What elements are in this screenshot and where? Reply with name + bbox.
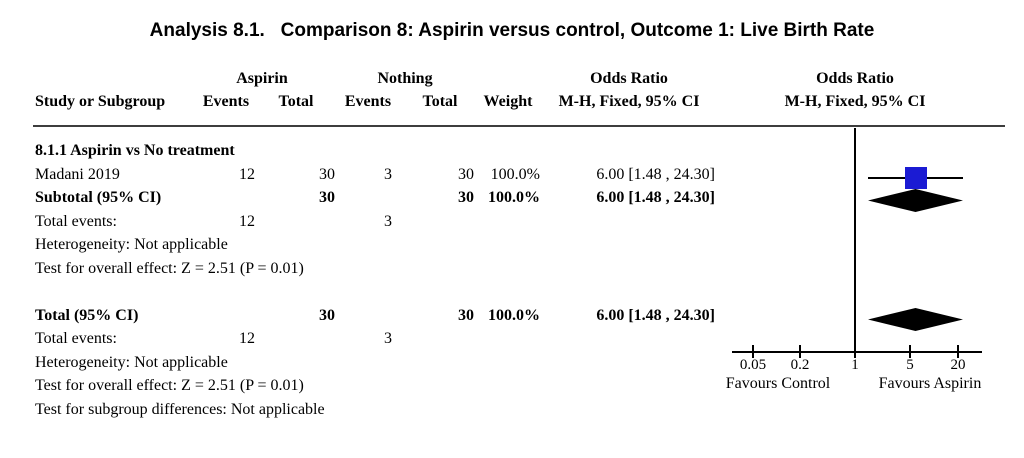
x-axis-tick-label: 1 xyxy=(851,357,859,373)
total-total-aspirin: 30 xyxy=(319,306,335,324)
group-header-aspirin: Aspirin xyxy=(236,70,288,87)
column-header-study: Study or Subgroup xyxy=(35,93,166,110)
x-axis-tick-label: 20 xyxy=(950,357,966,373)
total-events-nothing: 3 xyxy=(384,212,392,230)
subtotal-weight: 100.0% xyxy=(488,189,540,206)
total-events-label: Total events: xyxy=(35,330,117,347)
study-events-aspirin: 12 xyxy=(239,165,255,183)
study-name: Madani 2019 xyxy=(35,165,120,183)
heterogeneity-text: Heterogeneity: Not applicable xyxy=(35,353,228,371)
x-axis-tick xyxy=(854,345,856,358)
total-total-nothing: 30 xyxy=(458,306,474,324)
total-events-label: Total events: xyxy=(35,212,117,230)
group-header-nothing: Nothing xyxy=(377,70,433,87)
total-heterogeneity-row: Heterogeneity: Not applicable xyxy=(0,351,1024,375)
subtotal-label: Subtotal (95% CI) xyxy=(35,189,162,206)
total-events-aspirin: 12 xyxy=(239,330,255,347)
favours-control-label: Favours Control xyxy=(725,375,831,392)
column-header-mh-fixed-ci-plot: M-H, Fixed, 95% CI xyxy=(784,93,926,110)
favours-aspirin-label: Favours Aspirin xyxy=(878,375,982,392)
madani-point-estimate-marker xyxy=(905,167,927,189)
subtotal-row: Subtotal (95% CI) 30 30 100.0% 6.00 [1.4… xyxy=(0,186,1024,210)
x-axis-tick xyxy=(799,345,801,358)
total-label: Total (95% CI) xyxy=(35,306,139,324)
column-header-events-aspirin: Events xyxy=(202,93,250,110)
x-axis-tick-label: 5 xyxy=(906,357,914,373)
x-axis-tick-label: 0.2 xyxy=(790,357,810,373)
x-axis-tick xyxy=(909,345,911,358)
study-row-madani-2019: Madani 2019 12 30 3 30 100.0% 6.00 [1.48… xyxy=(0,163,1024,187)
figure-title: Analysis 8.1. Comparison 8: Aspirin vers… xyxy=(149,20,875,41)
table-body: 8.1.1 Aspirin vs No treatment Madani 201… xyxy=(0,139,1024,421)
subtotal-total-nothing: 30 xyxy=(458,189,474,206)
study-weight: 100.0% xyxy=(490,165,540,183)
x-axis-tick xyxy=(752,345,754,358)
subgroup-total-events-row: Total events: 12 3 xyxy=(0,210,1024,234)
heterogeneity-text: Heterogeneity: Not applicable xyxy=(35,236,228,253)
odds-ratio-text-header: Odds Ratio xyxy=(590,70,668,87)
overall-effect-text: Test for overall effect: Z = 2.51 (P = 0… xyxy=(35,259,304,277)
study-total-aspirin: 30 xyxy=(319,165,335,183)
total-overall-effect-row: Test for overall effect: Z = 2.51 (P = 0… xyxy=(0,374,1024,398)
x-axis-tick-label: 0.05 xyxy=(739,357,767,373)
subtotal-diamond xyxy=(868,189,963,212)
subgroup-heterogeneity-row: Heterogeneity: Not applicable xyxy=(0,233,1024,257)
column-header-events-nothing: Events xyxy=(344,93,392,110)
column-header-total-aspirin: Total xyxy=(278,93,314,110)
study-events-nothing: 3 xyxy=(384,165,392,183)
line-of-no-effect xyxy=(854,128,856,352)
subgroup-differences-text: Test for subgroup differences: Not appli… xyxy=(35,400,325,418)
subgroup-differences-row: Test for subgroup differences: Not appli… xyxy=(0,398,1024,422)
total-events-aspirin: 12 xyxy=(239,212,255,230)
subgroup-overall-effect-row: Test for overall effect: Z = 2.51 (P = 0… xyxy=(0,257,1024,281)
total-diamond xyxy=(868,308,963,331)
total-events-nothing: 3 xyxy=(384,330,392,347)
grand-total-events-row: Total events: 12 3 xyxy=(0,327,1024,351)
total-row: Total (95% CI) 30 30 100.0% 6.00 [1.48 ,… xyxy=(0,304,1024,328)
subtotal-total-aspirin: 30 xyxy=(319,189,335,206)
total-or-ci: 6.00 [1.48 , 24.30] xyxy=(596,306,715,324)
subtotal-or-ci: 6.00 [1.48 , 24.30] xyxy=(596,189,715,206)
total-weight: 100.0% xyxy=(488,306,540,324)
overall-effect-text: Test for overall effect: Z = 2.51 (P = 0… xyxy=(35,377,304,394)
subgroup-heading-row: 8.1.1 Aspirin vs No treatment xyxy=(0,139,1024,163)
subgroup-heading: 8.1.1 Aspirin vs No treatment xyxy=(35,142,235,159)
column-header-total-nothing: Total xyxy=(422,93,458,110)
column-header-weight: Weight xyxy=(483,93,533,110)
column-header-mh-fixed-ci-text: M-H, Fixed, 95% CI xyxy=(558,93,700,110)
x-axis-line xyxy=(732,351,982,353)
header-divider-line xyxy=(33,125,1005,127)
x-axis-tick xyxy=(957,345,959,358)
odds-ratio-plot-header: Odds Ratio xyxy=(816,70,894,87)
study-total-nothing: 30 xyxy=(458,165,474,183)
study-or-ci: 6.00 [1.48 , 24.30] xyxy=(596,165,715,183)
spacer-row xyxy=(0,280,1024,304)
